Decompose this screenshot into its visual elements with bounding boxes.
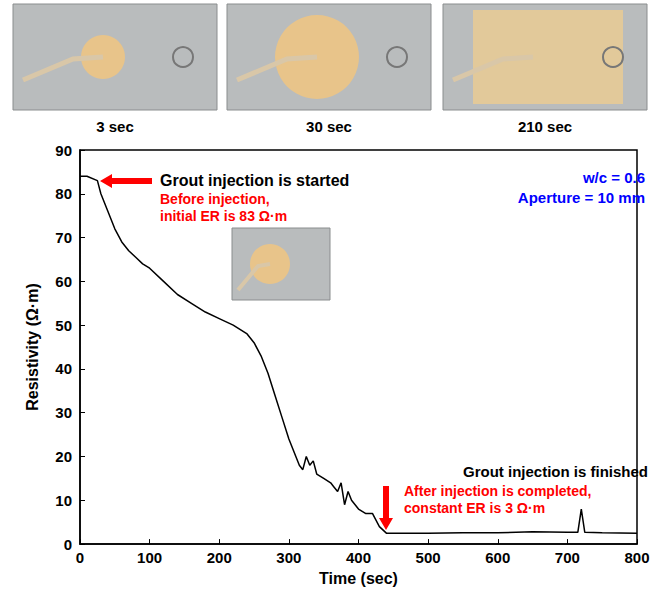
svg-text:60: 60 xyxy=(55,273,72,290)
svg-text:70: 70 xyxy=(55,229,72,246)
svg-text:800: 800 xyxy=(624,549,649,566)
svg-text:300: 300 xyxy=(276,549,301,566)
svg-text:210 sec: 210 sec xyxy=(518,118,572,135)
svg-text:0: 0 xyxy=(76,549,84,566)
svg-text:w/c = 0.6: w/c = 0.6 xyxy=(582,169,645,186)
svg-text:0: 0 xyxy=(64,536,72,553)
svg-text:30: 30 xyxy=(55,404,72,421)
svg-text:After injection is completed,: After injection is completed, xyxy=(404,483,591,499)
svg-text:30 sec: 30 sec xyxy=(306,118,352,135)
svg-text:100: 100 xyxy=(137,549,162,566)
svg-text:Resistivity (Ω·m): Resistivity (Ω·m) xyxy=(24,283,41,411)
svg-text:initial ER is 83 Ω·m: initial ER is 83 Ω·m xyxy=(160,208,287,224)
svg-text:Time (sec): Time (sec) xyxy=(319,570,398,587)
svg-text:200: 200 xyxy=(207,549,232,566)
svg-text:600: 600 xyxy=(485,549,510,566)
svg-text:Aperture = 10 mm: Aperture = 10 mm xyxy=(518,189,645,206)
svg-text:400: 400 xyxy=(346,549,371,566)
svg-text:80: 80 xyxy=(55,185,72,202)
svg-text:Grout injection is finished: Grout injection is finished xyxy=(463,463,648,480)
svg-text:90: 90 xyxy=(55,142,72,159)
svg-text:700: 700 xyxy=(555,549,580,566)
svg-text:40: 40 xyxy=(55,360,72,377)
svg-text:500: 500 xyxy=(416,549,441,566)
svg-text:3 sec: 3 sec xyxy=(96,118,134,135)
svg-text:constant ER is 3 Ω·m: constant ER is 3 Ω·m xyxy=(404,500,545,516)
svg-text:10: 10 xyxy=(55,492,72,509)
svg-text:Before injection,: Before injection, xyxy=(160,191,270,207)
svg-text:Grout injection is started: Grout injection is started xyxy=(160,172,349,189)
svg-text:20: 20 xyxy=(55,448,72,465)
svg-text:50: 50 xyxy=(55,317,72,334)
